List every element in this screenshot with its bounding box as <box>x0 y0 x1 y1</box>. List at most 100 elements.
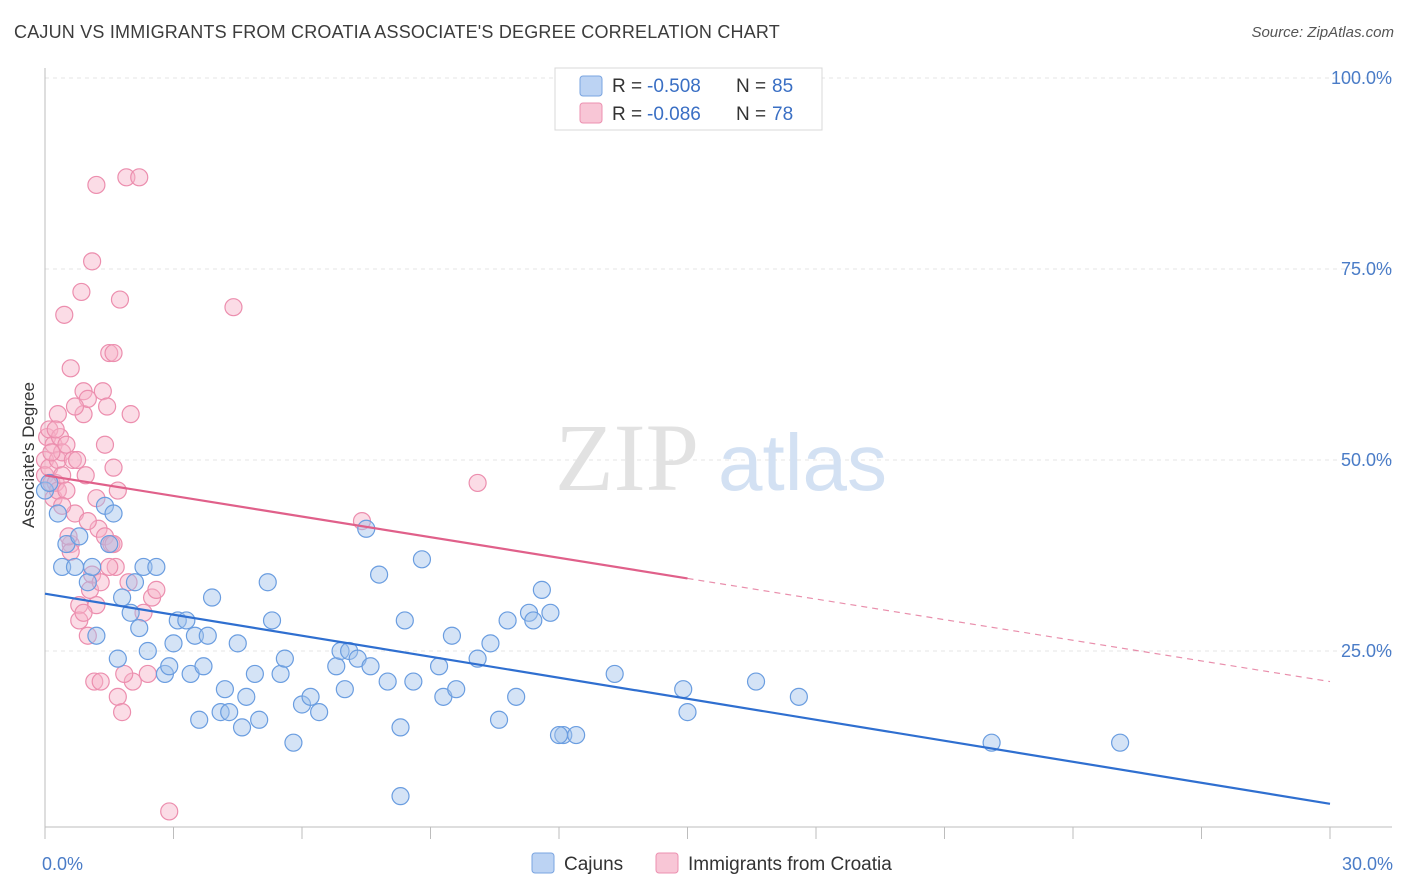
croatia-point-25 <box>72 282 91 302</box>
cajuns-point-83 <box>391 787 410 806</box>
bottom-legend-label-croatia: Immigrants from Croatia <box>688 854 892 875</box>
croatia-point-69 <box>65 397 85 416</box>
croatia-point-39 <box>93 382 112 401</box>
cajuns-point-39 <box>250 710 269 729</box>
croatia-point-54 <box>121 405 140 424</box>
cajuns-point-13 <box>108 649 127 668</box>
cajuns-point-67 <box>489 710 509 729</box>
legend-swatch-croatia <box>579 102 603 124</box>
cajuns-point-71 <box>524 611 543 630</box>
croatia-point-15 <box>57 435 76 454</box>
croatia-point-62 <box>224 298 243 317</box>
cajuns-point-44 <box>284 733 303 752</box>
cajuns-point-82 <box>1111 733 1130 752</box>
bottom-legend-swatch-cajuns <box>531 852 555 874</box>
cajuns-point-69 <box>507 687 526 706</box>
croatia-point-40 <box>95 435 115 454</box>
bottom-legend-swatch-croatia <box>655 852 679 874</box>
chart-title: CAJUN VS IMMIGRANTS FROM CROATIA ASSOCIA… <box>14 22 780 42</box>
trend-line-1-dashed <box>687 577 1331 683</box>
croatia-point-70 <box>78 512 97 531</box>
cajuns-point-5 <box>70 527 89 546</box>
cajuns-point-55 <box>370 565 389 584</box>
croatia-point-16 <box>57 481 76 500</box>
croatia-point-77 <box>46 420 65 439</box>
y-tick-label-2: 50.0% <box>1341 450 1392 470</box>
cajuns-point-28 <box>190 710 209 729</box>
croatia-point-38 <box>91 672 110 691</box>
croatia-point-67 <box>48 405 67 424</box>
croatia-point-47 <box>106 557 125 577</box>
cajuns-point-43 <box>275 649 294 668</box>
croatia-point-43 <box>100 343 119 363</box>
cajuns-point-59 <box>404 672 423 691</box>
croatia-point-58 <box>138 664 157 684</box>
x-tick-label-0: 0.0% <box>42 854 83 874</box>
croatia-point-72 <box>74 603 93 622</box>
cajuns-point-16 <box>125 573 145 592</box>
cajuns-point-42 <box>271 664 290 684</box>
series-croatia-points <box>35 168 487 821</box>
trend-lines <box>44 474 1331 805</box>
cajuns-point-46 <box>301 687 320 706</box>
cajuns-point-18 <box>134 557 153 577</box>
cajuns-point-72 <box>532 580 551 599</box>
cajuns-point-64 <box>447 680 466 699</box>
croatia-point-20 <box>63 450 82 470</box>
cajuns-point-8 <box>83 557 102 577</box>
legend-n-value-cajuns: 85 <box>772 76 793 97</box>
cajuns-point-34 <box>220 703 239 722</box>
croatia-point-64 <box>468 473 487 493</box>
legend-n-value-croatia: 78 <box>772 104 793 125</box>
croatia-point-48 <box>108 687 127 706</box>
croatia-point-52 <box>117 168 136 187</box>
watermark-zip: ZIP <box>555 404 699 511</box>
cajuns-point-2 <box>48 504 67 523</box>
cajuns-point-3 <box>53 557 72 577</box>
cajuns-point-79 <box>746 672 766 691</box>
cajuns-point-33 <box>215 680 234 699</box>
legend-n-label-cajuns: N = <box>736 76 766 97</box>
watermark-atlas: atlas <box>718 418 887 507</box>
croatia-point-75 <box>91 573 110 592</box>
y-axis-label: Associate's Degree <box>19 382 38 528</box>
cajuns-point-50 <box>335 680 354 699</box>
cajuns-point-77 <box>674 680 693 699</box>
cajuns-point-19 <box>138 641 157 661</box>
croatia-point-73 <box>100 557 119 577</box>
y-tick-label-0: 100.0% <box>1331 68 1392 88</box>
croatia-point-76 <box>104 534 123 554</box>
croatia-point-34 <box>85 672 104 691</box>
trend-line-0 <box>44 592 1331 805</box>
legend-r-value-cajuns: -0.508 <box>647 76 701 97</box>
cajuns-point-78 <box>678 703 697 722</box>
trend-line-1-solid <box>44 474 688 580</box>
croatia-point-35 <box>87 175 106 195</box>
bottom-legend-label-cajuns: Cajuns <box>564 854 623 875</box>
cajuns-point-36 <box>232 718 252 737</box>
legend-r-value-croatia: -0.086 <box>647 104 701 125</box>
cajuns-point-6 <box>65 557 85 577</box>
cajuns-point-17 <box>130 618 149 638</box>
croatia-point-60 <box>147 580 166 599</box>
cajuns-point-54 <box>361 657 380 676</box>
cajuns-point-30 <box>198 626 217 645</box>
cajuns-point-74 <box>554 725 573 745</box>
cajuns-point-11 <box>100 534 119 554</box>
croatia-point-49 <box>108 481 127 500</box>
cajuns-point-73 <box>541 603 560 622</box>
cajuns-point-27 <box>185 626 205 645</box>
cajuns-point-40 <box>258 573 277 592</box>
cajuns-point-29 <box>194 657 213 676</box>
croatia-point-28 <box>76 466 95 485</box>
croatia-point-22 <box>68 450 87 470</box>
cajuns-point-9 <box>87 626 106 645</box>
croatia-point-53 <box>119 573 138 592</box>
grid-lines <box>45 77 1392 652</box>
croatia-point-46 <box>104 458 123 477</box>
cajuns-point-35 <box>228 634 247 653</box>
tick-labels: 100.0% 75.0% 50.0% 25.0% 0.0% 30.0% <box>42 68 1393 874</box>
croatia-point-17 <box>61 359 80 378</box>
legend: R = -0.508 N = 85 R = -0.086 N = 78 <box>554 67 823 131</box>
y-tick-label-1: 75.0% <box>1341 259 1392 279</box>
